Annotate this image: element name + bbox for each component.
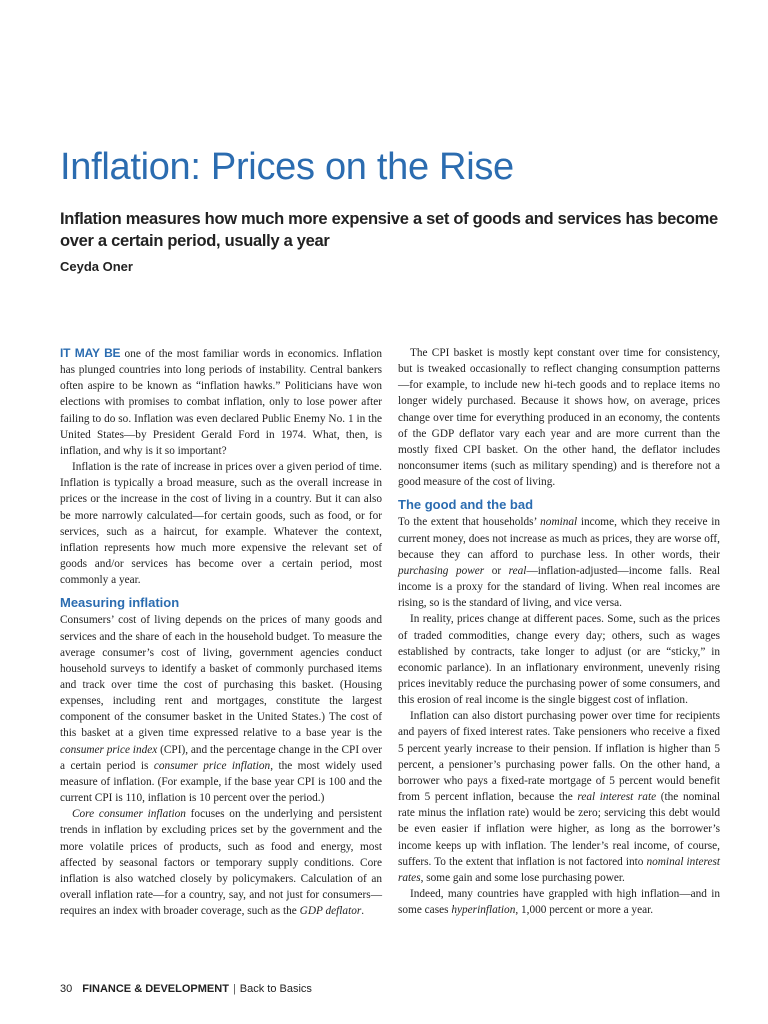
section-name: Back to Basics <box>239 983 312 995</box>
paragraph: In reality, prices change at different p… <box>398 613 720 707</box>
paragraph-text: income, which they receive in current mo… <box>398 516 720 561</box>
run-in-lead: IT MAY BE <box>60 346 121 360</box>
paragraph-text: —inflation-adjusted—income falls. Real i… <box>398 564 720 610</box>
paragraph: Consumers’ cost of living depends on the… <box>60 612 382 806</box>
paragraph-text: or <box>484 564 509 577</box>
paragraph-text: one of the most familiar words in econom… <box>60 348 382 457</box>
paragraph-text: , some gain and some lose purchasing pow… <box>420 871 625 884</box>
left-column: IT MAY BE one of the most familiar words… <box>60 345 382 919</box>
italic-term: Core consumer inflation <box>72 808 186 821</box>
page-footer: 30 FINANCE & DEVELOPMENT | Back to Basics <box>60 982 312 996</box>
paragraph-text: Consumers’ cost of living depends on the… <box>60 614 382 740</box>
paragraph-text: . <box>361 905 365 918</box>
paragraph: Core consumer inflation focuses on the u… <box>60 806 382 919</box>
paragraph-text: , the most widely used measure of inflat… <box>60 759 382 805</box>
magazine-name: FINANCE & DEVELOPMENT <box>82 983 229 995</box>
article-title: Inflation: Prices on the Rise <box>60 146 514 188</box>
article-dek: Inflation measures how much more expensi… <box>60 210 718 250</box>
italic-term: hyperinflation <box>451 904 516 917</box>
section-heading-measuring-inflation: Measuring inflation <box>60 595 180 611</box>
italic-term: consumer price index <box>60 743 158 756</box>
italic-term: purchasing power <box>398 564 485 577</box>
paragraph-text: , 1,000 percent or more a year. <box>515 904 654 917</box>
italic-term: consumer price inflation <box>153 759 271 772</box>
italic-term: nominal interest rates <box>398 855 721 884</box>
paragraph: Inflation is the rate of increase in pri… <box>60 461 382 587</box>
paragraph: Indeed, many countries have grappled wit… <box>398 886 720 918</box>
paragraph-text: focuses on the underlying and persistent… <box>60 808 382 918</box>
footer-separator: | <box>232 983 236 995</box>
paragraph-text: Inflation can also distort purchasing po… <box>398 710 720 804</box>
paragraph-text: (the nominal rate minus the inflation ra… <box>398 791 720 868</box>
paragraph-text: (CPI), and the percentage change in the … <box>60 743 382 772</box>
paragraph-text: To the extent that households’ <box>398 516 541 529</box>
paragraph: IT MAY BE one of the most familiar words… <box>60 345 382 459</box>
italic-term: GDP deflator <box>299 905 362 918</box>
author-byline: Ceyda Oner <box>60 259 133 274</box>
paragraph: The CPI basket is mostly kept constant o… <box>398 347 720 489</box>
italic-term: nominal <box>540 516 578 529</box>
italic-term: real interest rate <box>577 791 657 804</box>
paragraph: To the extent that households’ nominal i… <box>398 514 720 611</box>
page-number: 30 <box>60 983 73 995</box>
italic-term: real <box>508 564 527 577</box>
paragraph-text: Indeed, many countries have grappled wit… <box>398 888 720 917</box>
paragraph: Inflation can also distort purchasing po… <box>398 708 720 886</box>
section-heading-good-and-bad: The good and the bad <box>398 497 534 513</box>
right-column: The CPI basket is mostly kept constant o… <box>398 345 720 918</box>
